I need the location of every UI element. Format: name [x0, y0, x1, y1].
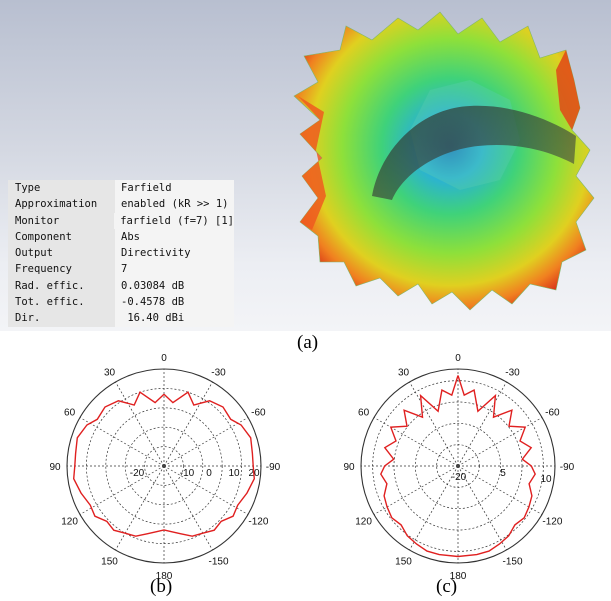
farfield-right-lobe-edge: [556, 50, 580, 130]
polar-grid-ring: [372, 380, 544, 552]
polar-angle-label: -150: [208, 556, 228, 567]
polar-angle-label: 120: [355, 517, 372, 528]
polar-angle-label: -120: [248, 517, 268, 528]
caption-a: (a): [297, 332, 319, 353]
polar-spoke: [373, 465, 459, 515]
polar-angle-label: 90: [49, 462, 61, 473]
polar-radial-label: -20: [452, 472, 467, 483]
polar-angle-label: 30: [104, 368, 116, 379]
polar-grid-ring: [124, 426, 204, 506]
polar-angle-label: -120: [542, 517, 562, 528]
polar-angle-label: 60: [358, 408, 370, 419]
polar-spoke: [115, 381, 165, 467]
polar-angle-label: 60: [64, 408, 76, 419]
info-value: Abs: [115, 228, 234, 246]
info-key: Type: [8, 180, 115, 197]
polar-center: [162, 464, 166, 468]
info-key: Approximation: [8, 196, 115, 213]
info-value: Directivity: [115, 245, 234, 262]
polar-radial-label: 5: [500, 468, 506, 479]
farfield-cut-plane: [372, 105, 576, 200]
info-row: Tot. effic. -0.4578 dB: [8, 294, 234, 311]
polar-angle-label: 90: [343, 462, 355, 473]
info-row: Type Farfield: [8, 180, 234, 197]
polar-radial-label: 10: [228, 468, 240, 479]
polar-spoke: [79, 465, 165, 515]
caption-c: (c): [436, 576, 458, 597]
info-row: Rad. effic. 0.03084 dB: [8, 277, 234, 295]
info-value: -0.4578 dB: [115, 294, 234, 311]
polar-spoke: [457, 465, 507, 551]
info-value: Farfield: [115, 180, 234, 197]
polar-spoke: [115, 465, 165, 551]
info-key: Component: [8, 228, 115, 246]
polar-angle-label: -90: [266, 462, 281, 473]
polar-angle-label: -60: [251, 408, 266, 419]
polar-angle-label: -60: [545, 408, 560, 419]
polar-angle-label: -90: [560, 462, 575, 473]
polar-angle-label: 30: [398, 368, 410, 379]
polar-grid-ring: [105, 407, 223, 525]
info-row: Output Directivity: [8, 245, 234, 262]
info-row: Monitor farfield (f=7) [1]: [8, 212, 234, 229]
info-value: farfield (f=7) [1]: [114, 212, 234, 229]
polar-pattern-line: [380, 375, 536, 558]
polar-angle-label: -150: [502, 556, 522, 567]
info-row: Component Abs: [8, 228, 234, 246]
polar-spoke: [163, 381, 213, 467]
polar-angle-label: 0: [455, 353, 461, 364]
polar-angle-label: 120: [61, 517, 78, 528]
polar-grid-ring: [414, 422, 502, 510]
caption-b: (b): [150, 576, 173, 597]
polar-grid-ring: [393, 401, 523, 531]
polar-spoke: [163, 465, 249, 515]
farfield-left-lobe-edge: [298, 96, 326, 230]
info-key: Output: [8, 245, 115, 262]
polar-spoke: [163, 417, 249, 467]
polar-radial-label: -20: [130, 468, 145, 479]
farfield-info-table: Type Farfield Approximation enabled (kR >> …: [8, 180, 234, 327]
polar-spoke: [373, 417, 459, 467]
polar-spoke: [457, 417, 543, 467]
info-row: Approximation enabled (kR >> 1): [8, 196, 234, 213]
info-value: 16.40 dBi: [115, 310, 234, 327]
info-row: Dir. 16.40 dBi: [8, 310, 234, 327]
polar-spoke: [409, 381, 459, 467]
polar-spoke: [457, 381, 507, 467]
polar-angle-label: 150: [395, 556, 412, 567]
polar-grid-ring: [144, 446, 184, 486]
polar-outer-ring: [360, 368, 556, 564]
polar-angle-label: 0: [161, 353, 167, 364]
polar-radial-label: 0: [206, 468, 212, 479]
farfield-3d-plot: [293, 11, 595, 311]
polar-pattern-line: [72, 391, 256, 537]
polar-spoke: [79, 417, 165, 467]
info-row: Frequency 7: [8, 261, 234, 278]
info-key: Frequency: [8, 261, 115, 278]
polar-radial-label: 20: [248, 468, 260, 479]
polar-radial-label: 10: [540, 474, 552, 485]
polar-angle-label: -30: [505, 368, 520, 379]
polar-spoke: [163, 465, 213, 551]
info-key: Tot. effic.: [8, 294, 115, 311]
polar-angle-label: 150: [101, 556, 118, 567]
polar-outer-ring: [66, 368, 262, 564]
info-value: enabled (kR >> 1): [115, 196, 234, 213]
polar-spoke: [457, 465, 543, 515]
polar-grid-ring: [436, 444, 480, 488]
polar-spoke: [409, 465, 459, 551]
info-value: 0.03084 dB: [115, 277, 234, 295]
info-value: 7: [115, 261, 234, 278]
info-key: Rad. effic.: [8, 277, 115, 295]
polar-radial-label: -10: [180, 468, 195, 479]
polar-grid-ring: [86, 388, 242, 544]
farfield-3d-panel: Type Farfield Approximation enabled (kR >> …: [0, 0, 611, 331]
info-key: Dir.: [8, 310, 115, 327]
polar-center: [456, 464, 460, 468]
polar-angle-label: -30: [211, 368, 226, 379]
info-key: Monitor: [8, 212, 115, 229]
